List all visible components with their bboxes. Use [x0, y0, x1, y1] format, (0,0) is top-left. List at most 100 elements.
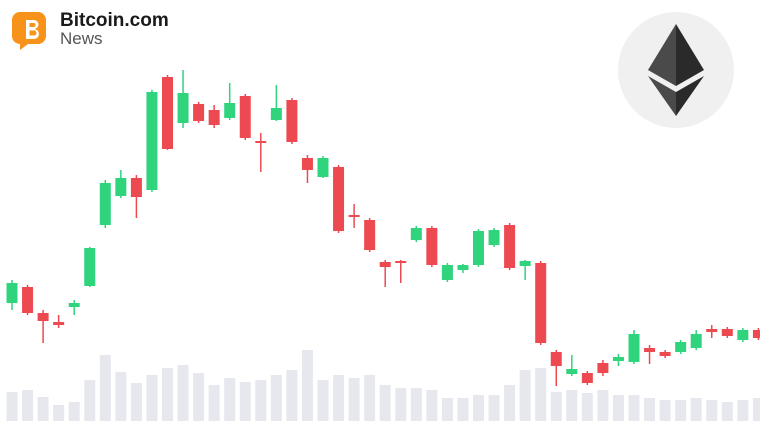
candle-body	[488, 230, 500, 245]
candle-body	[441, 265, 453, 280]
volume-bar	[379, 385, 391, 421]
brand-sub: News	[60, 29, 103, 48]
candle-body	[348, 215, 360, 217]
volume-bar	[395, 388, 407, 421]
volume-bar	[550, 392, 562, 421]
volume-bar	[177, 365, 189, 421]
candle-body	[675, 342, 687, 352]
candle-body	[301, 158, 313, 170]
volume-bar	[659, 400, 671, 421]
candle-body	[690, 334, 702, 348]
candle-body	[22, 287, 34, 313]
candle-body	[99, 183, 111, 225]
candle-body	[37, 313, 49, 321]
candle-body	[364, 220, 376, 250]
volume-bar	[239, 382, 251, 421]
volume-bar	[737, 400, 749, 421]
volume-bar	[364, 375, 376, 421]
candle-body	[612, 357, 624, 361]
volume-bar	[22, 390, 34, 421]
volume-bar	[721, 402, 733, 421]
eth-shape	[648, 24, 676, 86]
volume-bar	[162, 368, 173, 421]
eth-shape	[676, 24, 704, 86]
candle-body	[208, 110, 220, 125]
volume-layer	[6, 350, 760, 421]
volume-bar	[690, 398, 702, 421]
volume-bar	[255, 380, 267, 421]
volume-bar	[612, 395, 624, 421]
candle-body	[504, 225, 516, 268]
candle-body	[426, 228, 438, 265]
volume-bar	[473, 395, 484, 421]
candle-body	[628, 334, 640, 362]
candle-body	[115, 178, 127, 196]
volume-bar	[301, 350, 313, 421]
candle-body	[333, 167, 345, 231]
volume-bar	[675, 400, 687, 421]
volume-bar	[535, 368, 547, 421]
candle-body	[379, 262, 391, 267]
candle-body	[721, 329, 733, 336]
candle-body	[410, 228, 422, 240]
eth-shape	[676, 76, 704, 116]
volume-bar	[333, 375, 345, 421]
logo-glyph	[26, 20, 39, 39]
volume-bar	[270, 375, 282, 421]
volume-bar	[488, 395, 500, 421]
volume-bar	[566, 390, 578, 421]
candle-body	[395, 261, 407, 263]
candle-body	[752, 330, 760, 338]
volume-bar	[752, 398, 760, 421]
volume-bar	[208, 385, 220, 421]
brand-name: Bitcoin.com	[60, 10, 169, 31]
bitcoin-logo: Bitcoin.com News	[12, 10, 169, 50]
volume-bar	[597, 390, 609, 421]
ethereum-logo	[618, 12, 734, 128]
candle-body	[224, 103, 236, 118]
volume-bar	[348, 378, 360, 421]
volume-bar	[457, 398, 469, 421]
candle-body	[597, 363, 609, 373]
candle-body	[193, 104, 205, 121]
candle-body	[659, 352, 671, 356]
candle-body	[255, 141, 267, 143]
volume-bar	[53, 405, 65, 421]
volume-bar	[99, 355, 111, 421]
volume-bar	[6, 392, 18, 421]
candle-layer	[6, 70, 760, 386]
candle-body	[317, 158, 329, 177]
volume-bar	[426, 390, 438, 421]
volume-bar	[286, 370, 298, 421]
volume-bar	[37, 397, 49, 421]
candle-body	[286, 100, 298, 142]
candle-body	[566, 369, 578, 374]
volume-bar	[644, 398, 656, 421]
volume-bar	[519, 370, 531, 421]
volume-bar	[224, 378, 236, 421]
volume-bar	[193, 373, 205, 421]
candle-body	[644, 348, 656, 352]
volume-bar	[130, 383, 142, 421]
candle-body	[535, 263, 547, 343]
candle-body	[53, 322, 65, 325]
candle-body	[270, 108, 282, 120]
candle-body	[177, 93, 189, 123]
volume-bar	[410, 388, 422, 421]
candle-body	[457, 265, 469, 270]
candle-body	[737, 330, 749, 340]
candle-body	[581, 373, 593, 383]
candle-body	[146, 92, 158, 190]
volume-bar	[628, 395, 640, 421]
candle-body	[550, 352, 562, 366]
volume-bar	[317, 380, 329, 421]
candle-body	[706, 329, 718, 332]
candle-body	[519, 261, 531, 266]
eth-shape	[648, 76, 676, 116]
candle-body	[473, 231, 484, 265]
candle-body	[6, 283, 18, 303]
candle-body	[68, 303, 80, 307]
volume-bar	[84, 380, 96, 421]
volume-bar	[115, 372, 127, 421]
